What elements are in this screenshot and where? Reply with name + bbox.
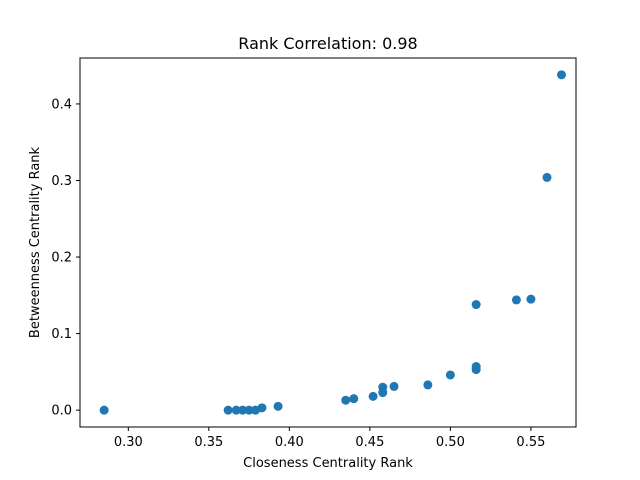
x-tick-label: 0.50 [436, 435, 465, 450]
scatter-point [273, 401, 283, 411]
scatter-point [557, 70, 567, 80]
points-layer [99, 70, 567, 415]
scatter-point [526, 294, 536, 304]
y-tick-label: 0.0 [51, 404, 72, 419]
scatter-point [231, 405, 241, 415]
scatter-point [257, 403, 267, 413]
y-tick-label: 0.4 [51, 97, 72, 112]
plot-frame [79, 57, 577, 428]
x-tick-label: 0.45 [355, 435, 384, 450]
scatter-point [389, 381, 399, 391]
x-tick-label: 0.55 [516, 435, 545, 450]
chart-title: Rank Correlation: 0.98 [238, 34, 417, 53]
scatter-point [244, 405, 254, 415]
y-tick-label: 0.3 [51, 174, 72, 189]
x-tick-label: 0.30 [114, 435, 143, 450]
y-axis-label: Betweenness Centrality Rank [28, 146, 43, 338]
x-tick-label: 0.40 [275, 435, 304, 450]
x-axis: 0.30 0.35 0.40 0.45 0.50 0.55 [114, 427, 545, 450]
y-tick-label: 0.1 [51, 327, 72, 342]
scatter-point [445, 370, 455, 380]
scatter-point [349, 394, 359, 404]
scatter-point [423, 380, 433, 390]
scatter-point [368, 391, 378, 401]
scatter-point [511, 295, 521, 305]
x-axis-label: Closeness Centrality Rank [243, 456, 413, 471]
x-tick-label: 0.35 [194, 435, 223, 450]
scatter-point [99, 405, 109, 415]
scatter-point [223, 405, 233, 415]
scatter-point [341, 395, 351, 405]
scatter-point [238, 405, 248, 415]
scatter-point [542, 172, 552, 182]
scatter-point [378, 382, 388, 392]
y-axis: 0.0 0.1 0.2 0.3 0.4 [51, 97, 80, 419]
scatter-point [471, 362, 481, 372]
scatter-point [471, 300, 481, 310]
y-tick-label: 0.2 [51, 251, 72, 266]
